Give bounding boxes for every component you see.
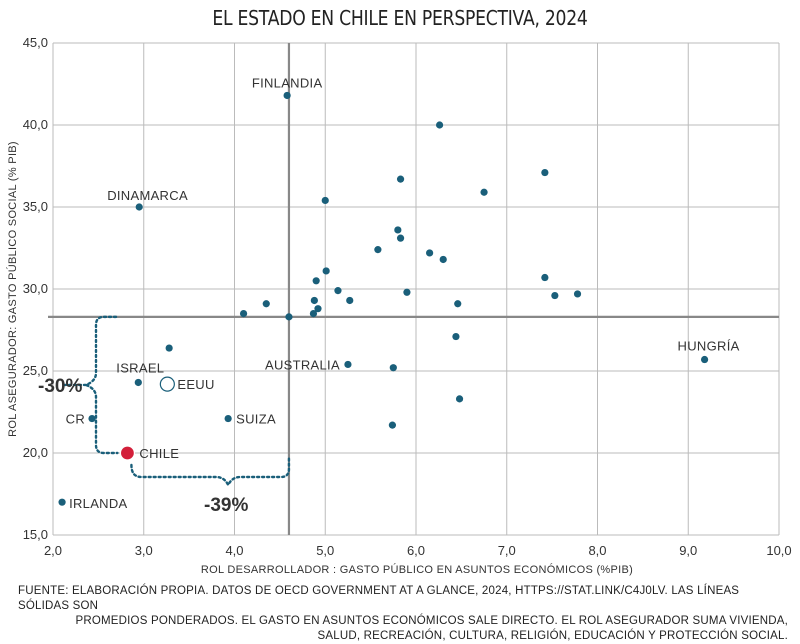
data-point xyxy=(426,249,434,257)
data-point xyxy=(309,310,318,318)
data-point xyxy=(310,296,318,305)
tick-labels: 2,0 3,0 4,0 5,0 6,0 7,0 8,0 9,0 10,0 15,0 20,0 25,0… xyxy=(23,35,792,558)
label-dinamarca: DINAMARCA xyxy=(107,188,188,203)
x-tick-label: 8,0 xyxy=(588,543,606,558)
data-point xyxy=(389,364,397,372)
point-hungría xyxy=(700,355,709,364)
gap-annotations: -30% -39% xyxy=(38,315,291,516)
x-tick-label: 7,0 xyxy=(498,543,516,558)
grid-layer xyxy=(52,42,780,536)
data-point xyxy=(480,188,488,196)
scatter-plot: -30% -39% FINLANDIA DINAMARCA HUNGRÍA AUSTRA… xyxy=(6,35,792,576)
label-israel: ISRAEL xyxy=(116,360,164,375)
data-point xyxy=(396,175,405,183)
x-gap-label: -39% xyxy=(204,495,248,516)
data-point xyxy=(314,305,322,313)
label-finlandia: FINLANDIA xyxy=(252,75,323,90)
point-suiza xyxy=(224,414,232,423)
data-point xyxy=(452,332,460,341)
y-gap-label: -30% xyxy=(38,376,82,397)
source-line-2: PROMEDIOS PONDERADOS. EL GASTO EN ASUNTO… xyxy=(75,615,788,627)
point-chile xyxy=(119,445,136,461)
y-tick-label: 35,0 xyxy=(23,199,48,214)
data-point xyxy=(541,273,549,282)
data-point xyxy=(322,267,330,275)
y-tick-label: 20,0 xyxy=(23,445,48,460)
data-point xyxy=(435,121,444,129)
label-hungría: HUNGRÍA xyxy=(678,339,740,354)
label-eeuu: EEUU xyxy=(177,377,214,392)
point-labels: FINLANDIA DINAMARCA HUNGRÍA AUSTRALIA ISRAEL… xyxy=(66,75,740,511)
label-suiza: SUIZA xyxy=(236,412,276,427)
y-tick-label: 30,0 xyxy=(23,281,48,296)
point-israel xyxy=(134,378,142,387)
point-finlandia xyxy=(283,91,291,100)
y-axis-label: ROL ASEGURADOR: GASTO PÚBLICO SOCIAL (% … xyxy=(6,141,19,437)
data-point xyxy=(403,288,411,296)
y-tick-label: 40,0 xyxy=(23,117,48,132)
data-point xyxy=(541,168,549,177)
data-point xyxy=(285,313,293,321)
point-eeuu xyxy=(159,376,175,392)
x-tick-label: 6,0 xyxy=(407,543,425,558)
x-axis-label: ROL DESARROLLADOR : GASTO PÚBLICO EN ASU… xyxy=(201,563,633,576)
data-point xyxy=(439,255,447,264)
average-lines xyxy=(48,43,779,535)
x-gap-brace xyxy=(130,455,291,488)
data-point xyxy=(334,287,342,295)
label-irlanda: IRLANDA xyxy=(69,496,127,511)
data-point xyxy=(396,234,405,242)
point-cr xyxy=(88,414,96,423)
point-irlanda xyxy=(58,498,66,506)
x-tick-label: 3,0 xyxy=(135,543,153,558)
label-chile: CHILE xyxy=(139,446,179,461)
data-point xyxy=(573,290,582,298)
point-australia xyxy=(344,360,352,369)
data-point xyxy=(454,300,462,308)
x-tick-label: 4,0 xyxy=(225,543,243,558)
data-point xyxy=(321,196,329,205)
data-point xyxy=(312,277,320,285)
data-point xyxy=(239,310,248,318)
chart-title: EL ESTADO EN CHILE EN PERSPECTIVA, 2024 xyxy=(212,6,588,30)
x-tick-label: 9,0 xyxy=(679,543,697,558)
data-points xyxy=(58,91,709,506)
source-note: FUENTE: ELABORACIÓN PROPIA. DATOS DE OEC… xyxy=(18,584,788,644)
y-tick-label: 45,0 xyxy=(23,35,48,50)
label-australia: AUSTRALIA xyxy=(265,357,340,372)
point-dinamarca xyxy=(135,203,143,211)
data-point xyxy=(394,226,402,234)
data-point xyxy=(346,296,354,305)
y-tick-label: 25,0 xyxy=(23,363,48,378)
source-line-1: FUENTE: ELABORACIÓN PROPIA. DATOS DE OEC… xyxy=(18,585,740,612)
y-tick-label: 15,0 xyxy=(23,527,48,542)
data-point xyxy=(165,344,173,352)
label-cr: CR xyxy=(66,412,85,427)
data-point xyxy=(262,300,270,308)
data-point xyxy=(374,246,382,254)
x-tick-label: 2,0 xyxy=(44,543,62,558)
data-point xyxy=(551,291,559,300)
x-tick-label: 5,0 xyxy=(316,543,334,558)
data-point xyxy=(388,421,397,429)
data-point xyxy=(455,395,464,403)
source-line-3: SALUD, RECREACIÓN, CULTURA, RELIGIÓN, ED… xyxy=(317,630,788,642)
y-gap-brace xyxy=(82,315,119,455)
x-tick-label: 10,0 xyxy=(766,543,791,558)
